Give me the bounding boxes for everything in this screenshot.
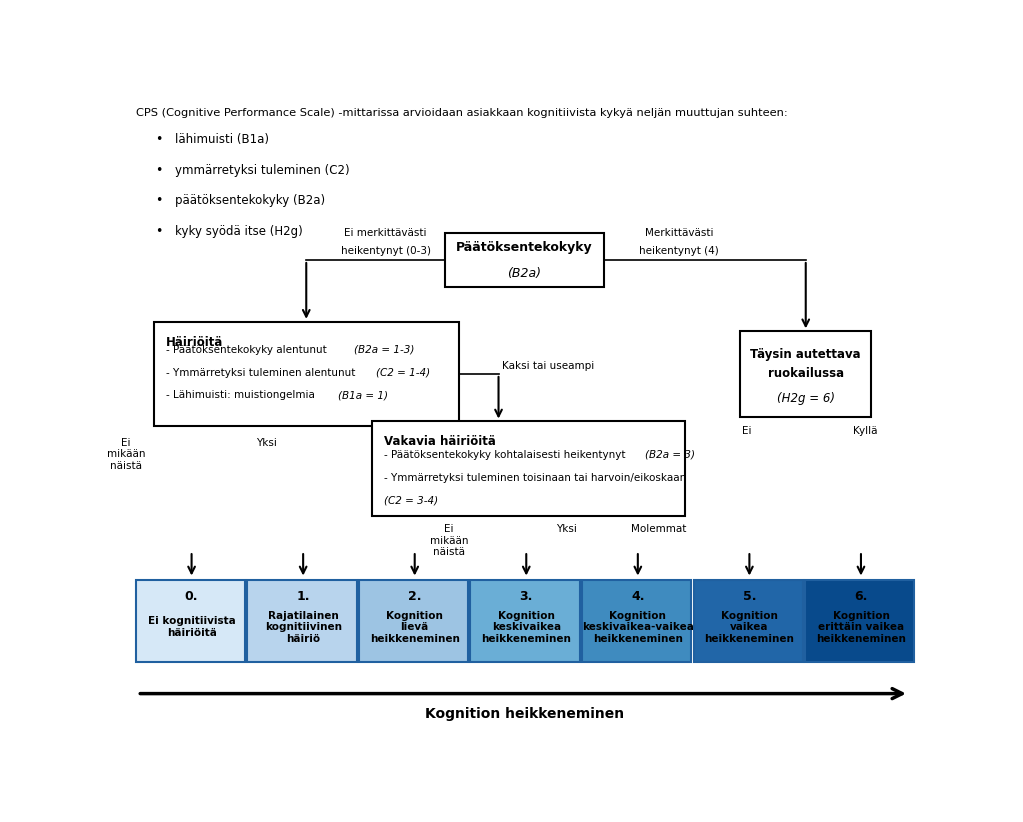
Text: kyky syödä itse (H2g): kyky syödä itse (H2g) — [176, 224, 303, 238]
Text: Rajatilainen
kognitiivinen
häiriö: Rajatilainen kognitiivinen häiriö — [265, 611, 342, 644]
Text: Kognition
erittäin vaikea
heikkeneminen: Kognition erittäin vaikea heikkeneminen — [816, 611, 906, 644]
Text: 3.: 3. — [520, 590, 533, 603]
Text: Merkittävästi: Merkittävästi — [644, 229, 713, 238]
Text: Päätöksentekokyky: Päätöksentekokyky — [456, 241, 592, 254]
Text: 2.: 2. — [408, 590, 421, 603]
Text: Yksi: Yksi — [256, 437, 277, 448]
Text: Kognition
keskivaikea
heikkeneminen: Kognition keskivaikea heikkeneminen — [482, 611, 571, 644]
Text: •: • — [155, 133, 163, 146]
Text: ruokailussa: ruokailussa — [767, 367, 844, 381]
FancyBboxPatch shape — [805, 580, 915, 662]
Text: Yksi: Yksi — [555, 524, 577, 534]
Text: Häiriöitä: Häiriöitä — [166, 335, 223, 349]
FancyBboxPatch shape — [371, 422, 684, 516]
Text: (B2a = 1-3): (B2a = 1-3) — [354, 345, 414, 355]
Text: (C2 = 3-4): (C2 = 3-4) — [384, 496, 438, 506]
Text: (C2 = 1-4): (C2 = 1-4) — [375, 367, 430, 377]
Text: (B2a = 3): (B2a = 3) — [646, 450, 696, 460]
Text: 6.: 6. — [854, 590, 868, 603]
Text: Kognition
keskivaikea-vaikea
heikkeneminen: Kognition keskivaikea-vaikea heikkenemin… — [582, 611, 694, 644]
Text: Ei
mikään
näistä: Ei mikään näistä — [430, 524, 469, 557]
Text: 0.: 0. — [185, 590, 198, 603]
FancyBboxPatch shape — [741, 331, 872, 417]
FancyBboxPatch shape — [359, 580, 469, 662]
Text: •: • — [155, 194, 163, 207]
Text: - Lähimuisti: muistiongelmia: - Lähimuisti: muistiongelmia — [166, 390, 318, 400]
Text: Kognition
vaikea
heikkeneminen: Kognition vaikea heikkeneminen — [705, 611, 794, 644]
Text: heikentynyt (0-3): heikentynyt (0-3) — [341, 246, 431, 256]
FancyBboxPatch shape — [445, 233, 604, 287]
Text: Kaksi tai useampi: Kaksi tai useampi — [502, 362, 594, 372]
Text: ymmärretyksi tuleminen (C2): ymmärretyksi tuleminen (C2) — [176, 164, 350, 177]
Text: Täysin autettava: Täysin autettava — [751, 349, 861, 362]
FancyBboxPatch shape — [694, 580, 803, 662]
Text: Ei kognitiivista
häiriöitä: Ei kognitiivista häiriöitä — [147, 616, 235, 638]
FancyBboxPatch shape — [582, 580, 692, 662]
Text: 1.: 1. — [297, 590, 310, 603]
Text: Vakavia häiriöitä: Vakavia häiriöitä — [384, 436, 495, 448]
Text: 4.: 4. — [631, 590, 644, 603]
Text: Kognition
lievä
heikkeneminen: Kognition lievä heikkeneminen — [369, 611, 459, 644]
Text: 5.: 5. — [743, 590, 756, 603]
Text: - Päätöksentekokyky kohtalaisesti heikentynyt: - Päätöksentekokyky kohtalaisesti heiken… — [384, 450, 628, 460]
Text: Kognition heikkeneminen: Kognition heikkeneminen — [425, 707, 624, 721]
Text: lähimuisti (B1a): lähimuisti (B1a) — [176, 133, 269, 146]
Text: heikentynyt (4): heikentynyt (4) — [639, 246, 719, 256]
Text: - Ymmärretyksi tuleminen toisinaan tai harvoin/eikoskaan: - Ymmärretyksi tuleminen toisinaan tai h… — [384, 473, 685, 483]
Text: (B2a): (B2a) — [507, 267, 541, 280]
Text: (B1a = 1): (B1a = 1) — [339, 390, 389, 400]
Text: Kyllä: Kyllä — [853, 426, 878, 436]
Text: CPS (Cognitive Performance Scale) -mittarissa arvioidaan asiakkaan kognitiivista: CPS (Cognitive Performance Scale) -mitta… — [136, 109, 788, 118]
Text: Molemmat: Molemmat — [631, 524, 686, 534]
Text: - Ymmärretyksi tuleminen alentunut: - Ymmärretyksi tuleminen alentunut — [166, 367, 358, 377]
Text: •: • — [155, 164, 163, 177]
Text: Ei: Ei — [742, 426, 751, 436]
FancyBboxPatch shape — [471, 580, 580, 662]
Text: Ei
mikään
näistä: Ei mikään näistä — [106, 437, 145, 471]
Text: päätöksentekokyky (B2a): päätöksentekokyky (B2a) — [176, 194, 325, 207]
FancyBboxPatch shape — [153, 321, 459, 426]
Text: - Päätöksentekokyky alentunut: - Päätöksentekokyky alentunut — [166, 345, 329, 355]
Text: Ei merkittävästi: Ei merkittävästi — [345, 229, 427, 238]
Text: (H2g = 6): (H2g = 6) — [776, 391, 835, 404]
FancyBboxPatch shape — [248, 580, 357, 662]
FancyBboxPatch shape — [136, 580, 244, 662]
Text: •: • — [155, 224, 163, 238]
